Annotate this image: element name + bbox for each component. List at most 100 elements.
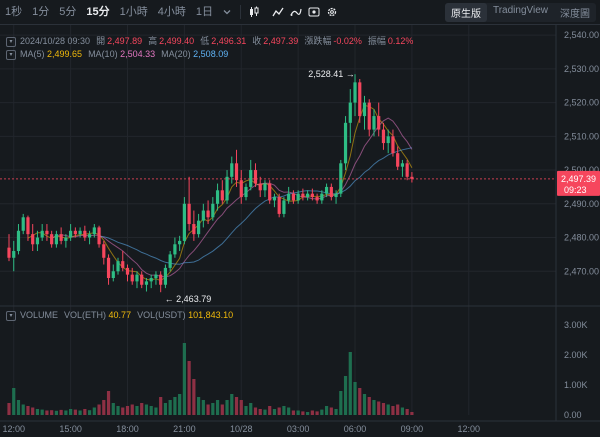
volume-eth-value: 40.77 (108, 310, 132, 320)
volume-bar (353, 382, 357, 415)
candle (211, 203, 215, 218)
ohlc-close-label: 收 (252, 36, 262, 46)
volume-bar (144, 404, 149, 415)
volume-bar (306, 412, 310, 415)
volume-bar (268, 406, 272, 415)
candle (320, 193, 324, 201)
ohlc-amplitude: 0.12% (387, 36, 414, 46)
volume-bar (362, 394, 367, 415)
volume-bar (358, 388, 362, 415)
volume-bar (296, 410, 300, 415)
volume-bar (272, 409, 277, 415)
candle (206, 210, 210, 218)
candle (54, 234, 58, 245)
volume-bar (64, 410, 68, 415)
candle (182, 203, 186, 241)
timeframe-1s[interactable]: 1秒 (5, 6, 23, 18)
price-chart[interactable]: 2,540.00 2,530.00 2,520.00 2,510.00 2,500.00… (0, 25, 600, 437)
volume-bar (154, 407, 158, 415)
candle (78, 230, 82, 235)
volume-bar (234, 397, 239, 415)
candle (50, 234, 54, 245)
candle (400, 163, 405, 167)
volume-bar (31, 407, 35, 415)
volume-bar (178, 394, 182, 415)
more-timeframes-icon[interactable] (218, 0, 236, 24)
ma10-value: 2,504.33 (120, 49, 156, 59)
view-native[interactable]: 原生版 (444, 3, 487, 22)
volume-tick: 2.00K (564, 350, 588, 360)
time-tick: 03:00 (287, 424, 310, 434)
timeframe-1h[interactable]: 1小時 (119, 6, 148, 18)
volume-bar (7, 403, 11, 415)
volume-bar (391, 406, 395, 415)
ohlc-open-label: 開 (96, 36, 106, 46)
candle (116, 261, 120, 272)
candle (45, 230, 49, 235)
volume-bar (92, 407, 96, 415)
volume-bar (230, 394, 234, 415)
gear-icon[interactable] (323, 0, 341, 24)
candle (334, 193, 338, 198)
volume-bar (78, 410, 82, 415)
candle (187, 203, 191, 225)
candle (173, 244, 177, 255)
candle (367, 102, 371, 130)
candle (348, 102, 352, 123)
volume-bar (291, 410, 295, 415)
time-tick: 10/28 (230, 424, 253, 434)
volume-bar (263, 409, 267, 415)
volume-bar (329, 407, 333, 415)
volume-bar (244, 406, 248, 415)
volume-bar (381, 403, 386, 415)
volume-bar (258, 409, 262, 415)
volume-bar (249, 403, 253, 415)
candle (386, 136, 390, 144)
candle (230, 163, 234, 177)
volume-bar (343, 376, 348, 415)
candle (358, 82, 362, 117)
chart-settings-icon[interactable] (305, 0, 323, 24)
toolbar-divider (240, 5, 241, 19)
candle (111, 271, 115, 279)
timeframe-5m[interactable]: 5分 (59, 6, 77, 18)
time-tick: 18:00 (116, 424, 139, 434)
ohlc-high: 2,499.40 (159, 36, 195, 46)
candle (239, 180, 243, 198)
candle (92, 227, 96, 235)
timeframe-4h[interactable]: 4小時 (157, 6, 186, 18)
volume-settings-icon[interactable]: ▾ (6, 310, 16, 321)
candle (178, 240, 182, 245)
indicators-icon[interactable] (269, 0, 287, 24)
volume-bar (197, 397, 201, 415)
volume-eth-label: VOL(ETH) (64, 310, 107, 320)
candle (282, 200, 286, 214)
candle (253, 170, 258, 184)
volume-label: VOLUME (20, 310, 59, 320)
candle (234, 163, 239, 181)
candle (106, 257, 111, 279)
volume-bar (87, 410, 92, 415)
volume-bar (201, 400, 205, 415)
price-tick: 2,530.00 (564, 64, 599, 74)
ma20-line (99, 147, 413, 265)
view-depth[interactable]: 深度圖 (560, 9, 590, 20)
timeframe-1d[interactable]: 1日 (195, 6, 213, 18)
collapse-legend-icon[interactable]: ▾ (6, 36, 16, 47)
volume-usdt-label: VOL(USDT) (137, 310, 186, 320)
candlestick-type-icon[interactable] (245, 0, 263, 24)
volume-bar (386, 404, 390, 415)
candle (73, 230, 77, 235)
ma-settings-icon[interactable]: ▾ (6, 49, 16, 60)
ma5-value: 2,499.65 (47, 49, 83, 59)
drawing-tools-icon[interactable] (287, 0, 305, 24)
timeframe-1m[interactable]: 1分 (32, 6, 50, 18)
volume-bar (187, 361, 191, 415)
candle (159, 274, 163, 285)
volume-bar (253, 407, 258, 415)
timeframe-15m[interactable]: 15分 (86, 6, 110, 18)
volume-bar (377, 401, 381, 415)
candle (258, 183, 262, 191)
view-tradingview[interactable]: TradingView (492, 5, 548, 16)
volume-bar (163, 403, 168, 415)
